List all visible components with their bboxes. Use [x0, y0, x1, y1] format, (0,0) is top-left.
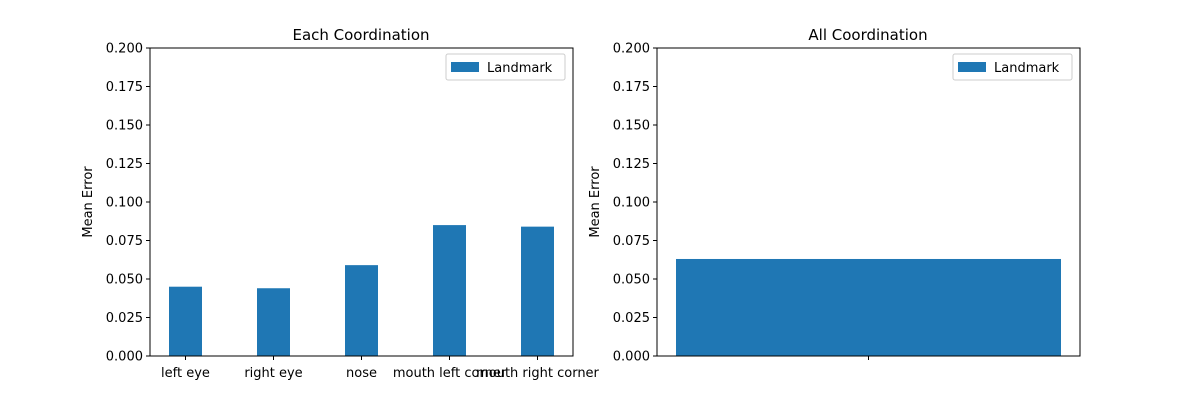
- y-tick-label: 0.200: [106, 42, 143, 57]
- y-tick-label: 0.125: [106, 157, 143, 172]
- legend: Landmark: [445, 53, 566, 81]
- legend-label: Landmark: [994, 61, 1060, 76]
- y-tick-label: 0.100: [106, 196, 143, 211]
- chart-all-coordination: All Coordination Mean Error 0.0000.0250.…: [588, 26, 1081, 365]
- legend-box: [952, 53, 1073, 81]
- y-tick-label: 0.025: [106, 311, 143, 326]
- chart-each-coordination: Each Coordination Mean Error 0.0000.0250…: [81, 26, 600, 381]
- y-tick-label: 0.175: [613, 80, 650, 95]
- y-tick-label: 0.000: [106, 350, 143, 365]
- bar: [433, 225, 466, 356]
- y-ticks: 0.000 0.025 0.050 0.075 0.100 0.125 0.150 0.175…: [106, 42, 150, 365]
- y-ticks: 0.000 0.025 0.050 0.075 0.100 0.125 0.150 0.175…: [613, 42, 657, 365]
- bar: [521, 226, 554, 356]
- y-axis-label: Mean Error: [588, 166, 603, 238]
- bar: [169, 286, 202, 356]
- bar: [345, 265, 378, 356]
- y-tick-label: 0.000: [613, 350, 650, 365]
- y-tick-label: 0.050: [613, 273, 650, 288]
- y-tick-label: 0.125: [613, 157, 650, 172]
- plot-frame: [656, 47, 1081, 357]
- x-tick-label: mouth left corner: [393, 366, 507, 381]
- x-ticks: left eye right eye nose mouth left cornermo…: [161, 356, 600, 381]
- legend-box: [445, 53, 566, 81]
- bars: [169, 225, 554, 356]
- chart-title: All Coordination: [808, 26, 927, 44]
- x-tick-label: mouth right corner: [476, 366, 599, 381]
- y-tick-label: 0.025: [613, 311, 650, 326]
- y-tick-label: 0.075: [106, 234, 143, 249]
- y-tick-label: 0.100: [613, 196, 650, 211]
- y-axis-label: Mean Error: [81, 166, 96, 238]
- bar: [257, 288, 290, 356]
- legend-swatch: [451, 62, 479, 72]
- x-tick-label: nose: [346, 366, 377, 381]
- legend-label: Landmark: [487, 61, 553, 76]
- plot-frame: [149, 47, 574, 357]
- y-tick-label: 0.075: [613, 234, 650, 249]
- x-tick-label: right eye: [244, 366, 302, 381]
- bar: [676, 258, 1061, 356]
- x-tick-label: left eye: [161, 366, 210, 381]
- legend: Landmark: [952, 53, 1073, 81]
- y-tick-label: 0.175: [106, 80, 143, 95]
- y-tick-label: 0.150: [613, 119, 650, 134]
- y-tick-label: 0.200: [613, 42, 650, 57]
- bars: [676, 258, 1061, 356]
- y-tick-label: 0.050: [106, 273, 143, 288]
- y-tick-label: 0.150: [106, 119, 143, 134]
- chart-title: Each Coordination: [292, 26, 429, 44]
- legend-swatch: [958, 62, 986, 72]
